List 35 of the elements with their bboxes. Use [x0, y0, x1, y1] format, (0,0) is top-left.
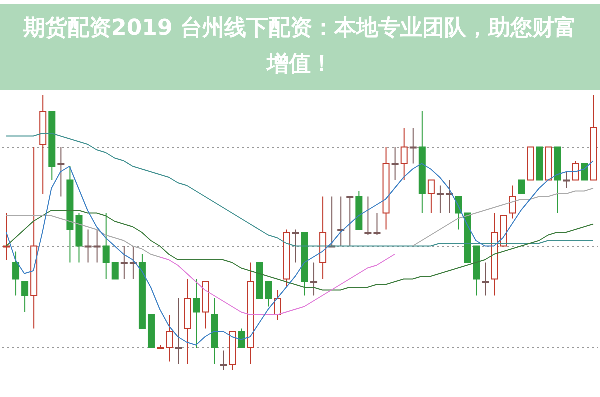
candlestick: [482, 262, 490, 296]
candlestick: [509, 185, 516, 220]
candlestick: [446, 180, 453, 214]
candlestick: [102, 212, 110, 280]
candlestick: [410, 128, 417, 164]
candlestick: [120, 246, 128, 280]
candlestick: [400, 128, 408, 181]
candlestick: [193, 278, 200, 348]
candlestick: [436, 185, 444, 214]
candlestick: [581, 163, 588, 181]
candlestick: [265, 282, 272, 308]
candlestick: [310, 262, 318, 296]
candlestick: [84, 229, 92, 264]
candlestick: [274, 290, 282, 321]
candlestick: [220, 350, 228, 370]
chart-title: 期货配资2019 台州线下配资：本地专业团队，助您财富增值！: [0, 4, 600, 90]
candlestick: [166, 314, 174, 362]
candlestick: [130, 246, 137, 280]
candlestick: [428, 180, 435, 214]
candlestick: [112, 262, 119, 280]
candlestick: [94, 229, 101, 264]
candlestick: [374, 212, 381, 236]
candlestick: [12, 251, 20, 296]
candlestick: [22, 282, 29, 313]
candlestick: [364, 196, 372, 236]
candlestick: [4, 212, 10, 260]
candlestick: [572, 160, 580, 181]
candlestick: [238, 328, 246, 348]
candlestick: [175, 298, 182, 365]
candlestick: [518, 180, 526, 194]
candlestick: [563, 172, 570, 189]
candlestick: [346, 196, 354, 247]
candlestick: [292, 229, 300, 264]
candlestick: [58, 146, 65, 198]
candlestick: [392, 146, 399, 181]
